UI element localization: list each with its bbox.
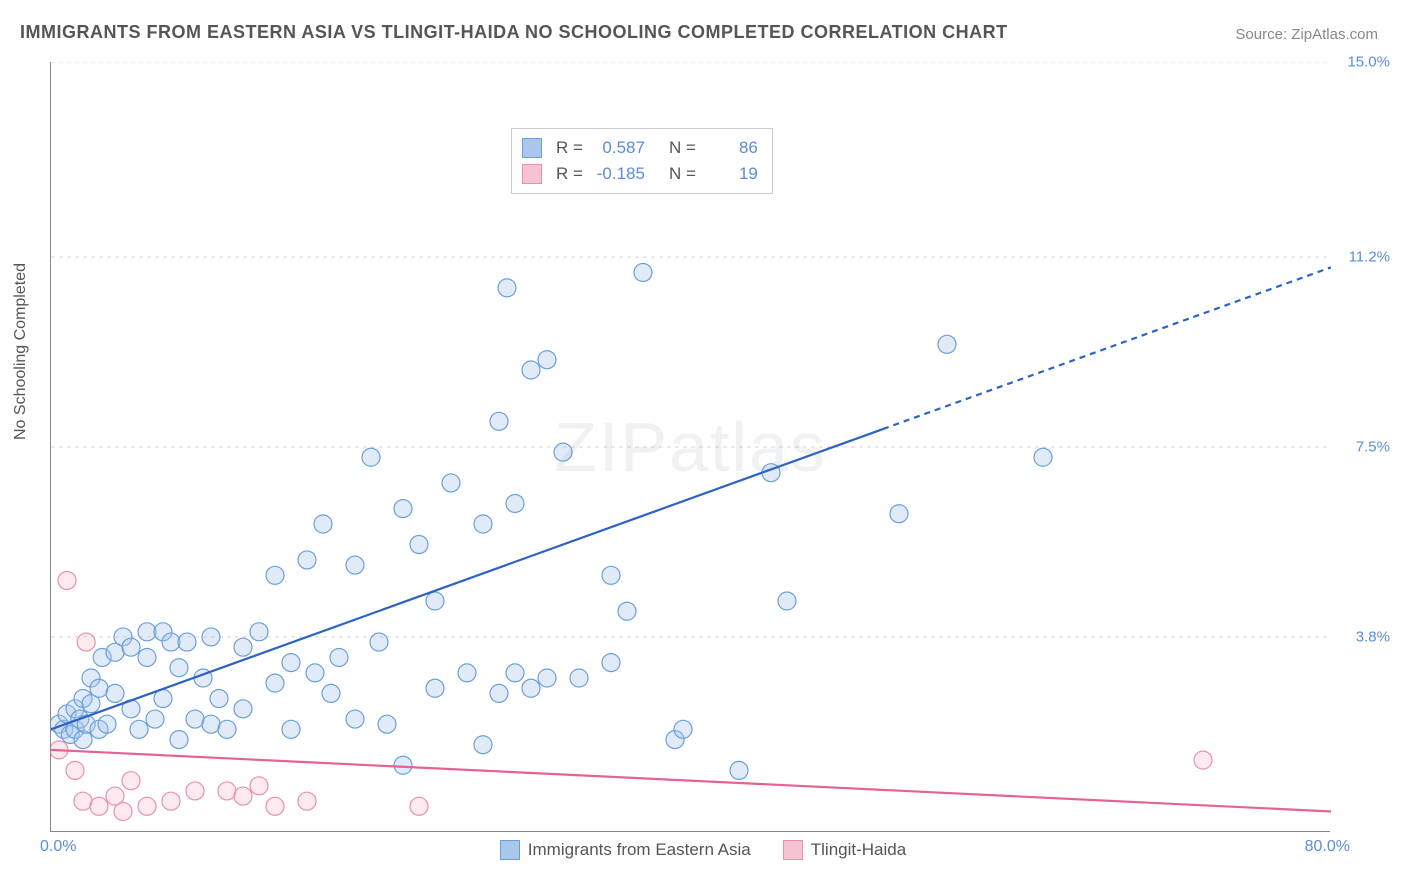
stats-row: R = -0.185 N = 19 [522,161,758,187]
legend-swatch [783,840,803,860]
stats-row: R = 0.587 N = 86 [522,135,758,161]
r-label: R = [556,138,583,158]
chart-title: IMMIGRANTS FROM EASTERN ASIA VS TLINGIT-… [20,22,1008,43]
legend-label: Immigrants from Eastern Asia [528,840,751,860]
r-value: 0.587 [593,138,645,158]
n-value: 19 [706,164,758,184]
stats-legend: R = 0.587 N = 86 R = -0.185 N = 19 [511,128,773,194]
y-axis-label: No Schooling Completed [12,263,30,440]
legend-item: Immigrants from Eastern Asia [500,840,751,860]
r-value: -0.185 [593,164,645,184]
plot-area: ZIPatlas 3.8%7.5%11.2%15.0% R =0.587N =8… [50,62,1330,832]
legend-item: Tlingit-Haida [783,840,906,860]
r-label: R = [556,164,583,184]
y-tick-label: 3.8% [1335,628,1390,645]
chart-container: IMMIGRANTS FROM EASTERN ASIA VS TLINGIT-… [0,0,1406,892]
source-attribution: Source: ZipAtlas.com [1235,26,1378,43]
n-value: 86 [706,138,758,158]
legend-label: Tlingit-Haida [811,840,906,860]
source-link[interactable]: ZipAtlas.com [1291,26,1378,43]
n-label: N = [669,164,696,184]
source-label: Source: [1235,26,1287,43]
y-tick-label: 15.0% [1335,54,1390,71]
legend-swatch [522,138,542,158]
y-tick-label: 7.5% [1335,439,1390,456]
legend-swatch [522,164,542,184]
bottom-legend: Immigrants from Eastern Asia Tlingit-Haid… [0,840,1406,865]
n-label: N = [669,138,696,158]
y-tick-label: 11.2% [1335,249,1390,266]
legend-swatch [500,840,520,860]
